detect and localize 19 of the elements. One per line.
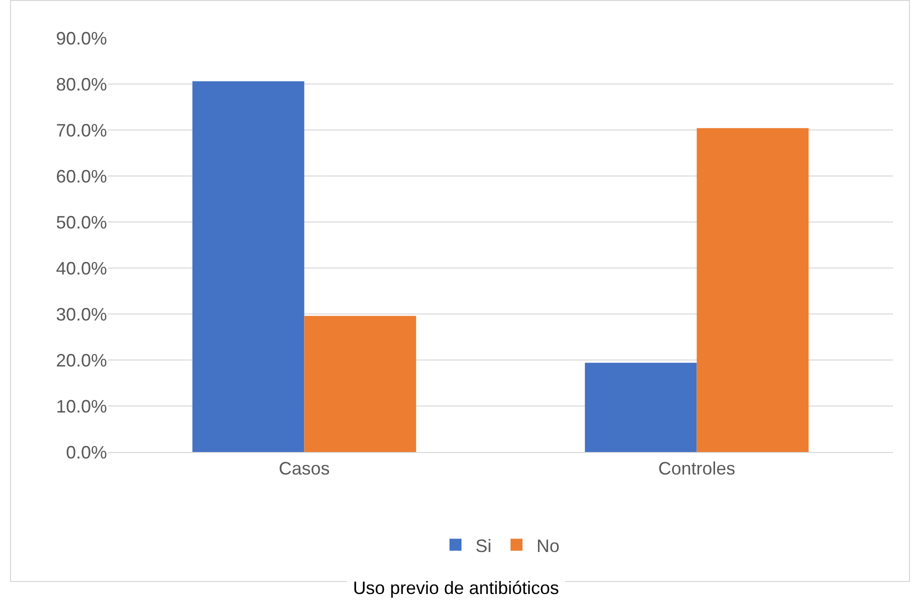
y-tick-label: 80.0%: [56, 74, 107, 94]
legend-label: Si: [476, 536, 492, 556]
y-tick-label: 70.0%: [56, 120, 107, 140]
x-tick-label: Controles: [658, 458, 736, 479]
y-tick-label: 20.0%: [56, 350, 107, 370]
y-tick-label: 30.0%: [56, 304, 107, 324]
bar: [696, 128, 809, 452]
y-tick-label: 90.0%: [56, 28, 107, 48]
y-tick-label: 50.0%: [56, 212, 107, 232]
y-tick-label: 60.0%: [56, 166, 107, 186]
bar: [192, 81, 304, 452]
legend-label: No: [536, 536, 560, 556]
y-tick-label: 40.0%: [56, 258, 107, 278]
y-tick-label: 0.0%: [66, 442, 107, 462]
x-tick-label: Casos: [278, 458, 330, 479]
bar: [304, 316, 416, 452]
text: Uso previo de antibióticos: [346, 578, 566, 598]
y-tick-label: 10.0%: [56, 396, 107, 416]
bar: [584, 362, 697, 452]
